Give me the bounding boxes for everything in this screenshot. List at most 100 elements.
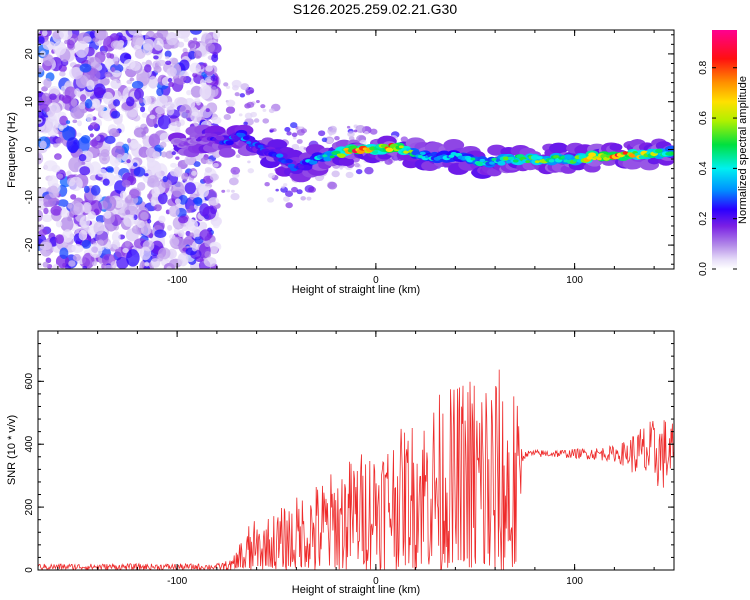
noise-speck bbox=[69, 176, 83, 192]
noise-speck bbox=[205, 43, 216, 53]
noise-speck bbox=[179, 59, 190, 71]
noise-speck bbox=[156, 113, 162, 118]
noise-speck bbox=[173, 166, 183, 178]
noise-speck bbox=[267, 197, 275, 203]
noise-speck bbox=[235, 154, 241, 159]
noise-speck bbox=[175, 156, 180, 160]
noise-speck bbox=[166, 106, 175, 116]
noise-speck bbox=[238, 113, 243, 117]
noise-speck bbox=[59, 247, 69, 259]
noise-speck bbox=[121, 179, 131, 188]
noise-speck bbox=[203, 256, 217, 268]
noise-speck bbox=[89, 122, 99, 130]
noise-speck bbox=[230, 166, 241, 175]
noise-speck bbox=[38, 261, 43, 268]
noise-speck bbox=[223, 114, 232, 120]
noise-speck bbox=[113, 166, 120, 175]
noise-speck bbox=[192, 37, 198, 41]
noise-speck bbox=[165, 56, 170, 60]
noise-speck bbox=[87, 57, 102, 69]
noise-speck bbox=[106, 52, 112, 59]
spectrogram-y-axis-label: Frequency (Hz) bbox=[6, 112, 18, 188]
noise-speck bbox=[225, 106, 236, 114]
noise-speck bbox=[296, 129, 305, 136]
noise-speck bbox=[192, 72, 198, 78]
noise-speck bbox=[209, 173, 219, 181]
noise-speck bbox=[79, 63, 92, 73]
noise-speck bbox=[143, 43, 153, 56]
noise-speck bbox=[353, 129, 358, 133]
ridge-cell bbox=[398, 145, 404, 149]
noise-speck bbox=[70, 98, 78, 107]
noise-speck bbox=[90, 185, 101, 196]
noise-speck bbox=[225, 85, 231, 89]
noise-speck bbox=[134, 48, 146, 59]
noise-speck bbox=[267, 172, 276, 179]
noise-speck bbox=[41, 92, 50, 102]
ridge-cell bbox=[411, 150, 420, 156]
noise-speck bbox=[147, 76, 159, 89]
colorbar-tick-label: 0.4 bbox=[698, 161, 709, 175]
noise-speck bbox=[82, 265, 88, 269]
noise-speck bbox=[68, 260, 76, 267]
ridge-cell bbox=[534, 160, 540, 164]
noise-speck bbox=[262, 108, 267, 112]
noise-speck bbox=[198, 185, 210, 198]
noise-speck bbox=[69, 200, 82, 216]
noise-speck bbox=[306, 196, 312, 201]
noise-speck bbox=[86, 79, 95, 91]
noise-speck bbox=[110, 110, 121, 119]
noise-speck bbox=[285, 202, 293, 209]
noise-speck bbox=[283, 196, 290, 202]
noise-speck bbox=[48, 85, 61, 96]
noise-speck bbox=[400, 136, 409, 143]
noise-speck bbox=[46, 102, 61, 120]
noise-speck bbox=[268, 108, 275, 114]
noise-speck bbox=[59, 71, 66, 77]
snr-x-axis-label: Height of straight line (km) bbox=[292, 584, 420, 596]
noise-speck bbox=[345, 171, 354, 179]
noise-speck bbox=[211, 53, 219, 63]
noise-speck bbox=[153, 204, 162, 212]
snr-y-tick-label: 200 bbox=[24, 498, 35, 515]
noise-speck bbox=[168, 81, 175, 87]
noise-speck bbox=[206, 159, 213, 165]
ridge-cell bbox=[655, 148, 663, 154]
ridge-cell bbox=[548, 159, 555, 163]
noise-speck bbox=[42, 261, 49, 268]
ridge-cell bbox=[512, 159, 519, 163]
noise-speck bbox=[247, 160, 251, 164]
noise-speck bbox=[126, 249, 140, 267]
noise-speck bbox=[297, 126, 302, 130]
noise-speck bbox=[157, 115, 171, 130]
noise-speck bbox=[137, 181, 146, 191]
noise-speck bbox=[62, 229, 74, 243]
noise-speck bbox=[104, 264, 113, 269]
noise-speck bbox=[67, 216, 73, 222]
noise-speck bbox=[191, 170, 197, 176]
noise-speck bbox=[226, 99, 236, 107]
noise-speck bbox=[204, 250, 212, 259]
noise-speck bbox=[49, 93, 57, 100]
noise-speck bbox=[116, 42, 124, 50]
noise-speck bbox=[86, 113, 94, 123]
snr-y-tick-label: 600 bbox=[24, 373, 35, 390]
noise-speck bbox=[331, 170, 340, 178]
noise-speck bbox=[193, 50, 202, 59]
noise-speck bbox=[143, 265, 150, 269]
noise-speck bbox=[187, 39, 196, 49]
noise-speck bbox=[144, 64, 152, 73]
noise-speck bbox=[154, 163, 168, 179]
ridge-cell bbox=[322, 154, 328, 158]
spectrogram-x-axis-label: Height of straight line (km) bbox=[292, 284, 420, 296]
noise-speck bbox=[171, 68, 176, 74]
noise-speck bbox=[127, 138, 132, 144]
snr-plot-area bbox=[38, 331, 674, 570]
noise-speck bbox=[71, 244, 84, 253]
noise-speck bbox=[162, 176, 168, 183]
noise-speck bbox=[245, 91, 251, 96]
noise-speck bbox=[72, 119, 78, 124]
noise-speck bbox=[77, 120, 82, 127]
snr-y-axis-label: SNR (10 * v/v) bbox=[6, 415, 18, 485]
noise-speck bbox=[191, 111, 199, 117]
